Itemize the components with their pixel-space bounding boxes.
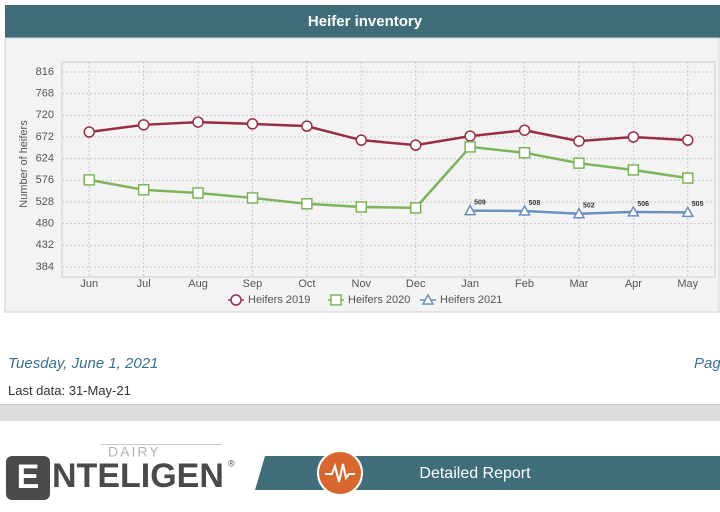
report-bar bbox=[255, 456, 720, 490]
data-point bbox=[573, 135, 585, 147]
data-point bbox=[355, 134, 368, 146]
data-point bbox=[682, 172, 694, 184]
y-tick-label: 768 bbox=[36, 88, 54, 100]
series-line bbox=[88, 145, 688, 210]
y-tick-label: 576 bbox=[36, 174, 54, 186]
data-point bbox=[627, 205, 640, 217]
last-data: Last data: 31-May-21 bbox=[8, 383, 131, 398]
heartbeat bbox=[325, 462, 355, 483]
y-tick-label: 480 bbox=[36, 218, 54, 230]
title-bar bbox=[5, 5, 720, 38]
x-tick-label: Aug bbox=[188, 278, 208, 290]
legend-marker bbox=[330, 294, 342, 306]
data-label: 509 bbox=[474, 199, 486, 206]
x-tick-label: Mar bbox=[569, 278, 588, 290]
data-label: 506 bbox=[637, 201, 649, 208]
report-date: Tuesday, June 1, 2021 bbox=[8, 355, 159, 372]
x-tick-label: Feb bbox=[515, 278, 534, 290]
chart-panel bbox=[4, 37, 720, 313]
logo-small: DAIRY bbox=[108, 444, 161, 460]
data-point bbox=[301, 198, 313, 210]
logo-box bbox=[6, 456, 50, 500]
data-point bbox=[137, 184, 150, 196]
legend-label: Heifers 2020 bbox=[348, 294, 410, 306]
x-tick-label: Jun bbox=[80, 278, 98, 290]
logo-line bbox=[100, 444, 222, 445]
legend-marker bbox=[421, 293, 435, 305]
data-point bbox=[627, 164, 640, 176]
x-tick-label: Apr bbox=[625, 278, 642, 290]
x-tick-label: May bbox=[677, 278, 698, 290]
page-label: Pag bbox=[694, 355, 720, 372]
y-tick-label: 672 bbox=[36, 131, 54, 143]
data-point bbox=[83, 174, 95, 186]
data-point bbox=[409, 202, 422, 214]
chart-title: Heifer inventory bbox=[308, 13, 423, 30]
y-axis-label: Number of heifers bbox=[18, 120, 30, 208]
data-point bbox=[572, 207, 586, 219]
y-tick-label: 384 bbox=[36, 261, 54, 273]
data-label: 508 bbox=[529, 200, 541, 207]
data-point bbox=[409, 139, 422, 151]
data-point bbox=[464, 141, 476, 153]
legend-label: Heifers 2019 bbox=[248, 294, 310, 306]
x-tick-label: Oct bbox=[298, 278, 315, 290]
x-tick-label: Jul bbox=[137, 278, 151, 290]
data-point bbox=[682, 134, 694, 146]
data-point bbox=[83, 126, 95, 138]
data-point bbox=[463, 204, 477, 216]
data-point bbox=[355, 201, 368, 213]
plot-area bbox=[61, 61, 716, 278]
data-point bbox=[518, 124, 531, 136]
report-title: Detailed Report bbox=[419, 465, 531, 482]
x-tick-label: Dec bbox=[406, 278, 426, 290]
x-tick-label: Sep bbox=[243, 278, 263, 290]
data-label: 505 bbox=[692, 201, 704, 208]
logo-first: E bbox=[17, 458, 40, 496]
x-tick-label: Nov bbox=[352, 278, 372, 290]
data-point bbox=[518, 147, 531, 159]
series-line bbox=[89, 120, 688, 147]
y-tick-label: 528 bbox=[36, 196, 54, 208]
y-tick-label: 624 bbox=[36, 153, 54, 165]
chart: Heifer inventory Number of heifers 384 43… bbox=[4, 5, 720, 313]
y-tick-label: 432 bbox=[36, 239, 54, 251]
legend-label: Heifers 2021 bbox=[440, 294, 502, 306]
data-point bbox=[192, 116, 204, 128]
legend-marker bbox=[230, 294, 242, 306]
data-point bbox=[681, 205, 695, 218]
report-header: DAIRY E NTELIGEN ® Detailed Report bbox=[6, 444, 720, 500]
separator bbox=[0, 404, 720, 421]
data-point bbox=[192, 187, 204, 199]
data-point bbox=[246, 118, 259, 130]
data-point bbox=[137, 119, 150, 131]
data-point bbox=[464, 130, 476, 142]
y-tick-label: 720 bbox=[36, 109, 54, 121]
data-point bbox=[246, 192, 259, 204]
data-point bbox=[518, 204, 531, 216]
data-point bbox=[627, 131, 640, 143]
data-point bbox=[301, 120, 313, 132]
data-label: 502 bbox=[583, 203, 595, 210]
data-point bbox=[573, 157, 585, 169]
logo-rest: NTELIGEN bbox=[52, 457, 224, 495]
logo-mark: ® bbox=[228, 458, 235, 468]
x-tick-label: Jan bbox=[461, 278, 479, 290]
y-tick-label: 816 bbox=[36, 66, 54, 78]
